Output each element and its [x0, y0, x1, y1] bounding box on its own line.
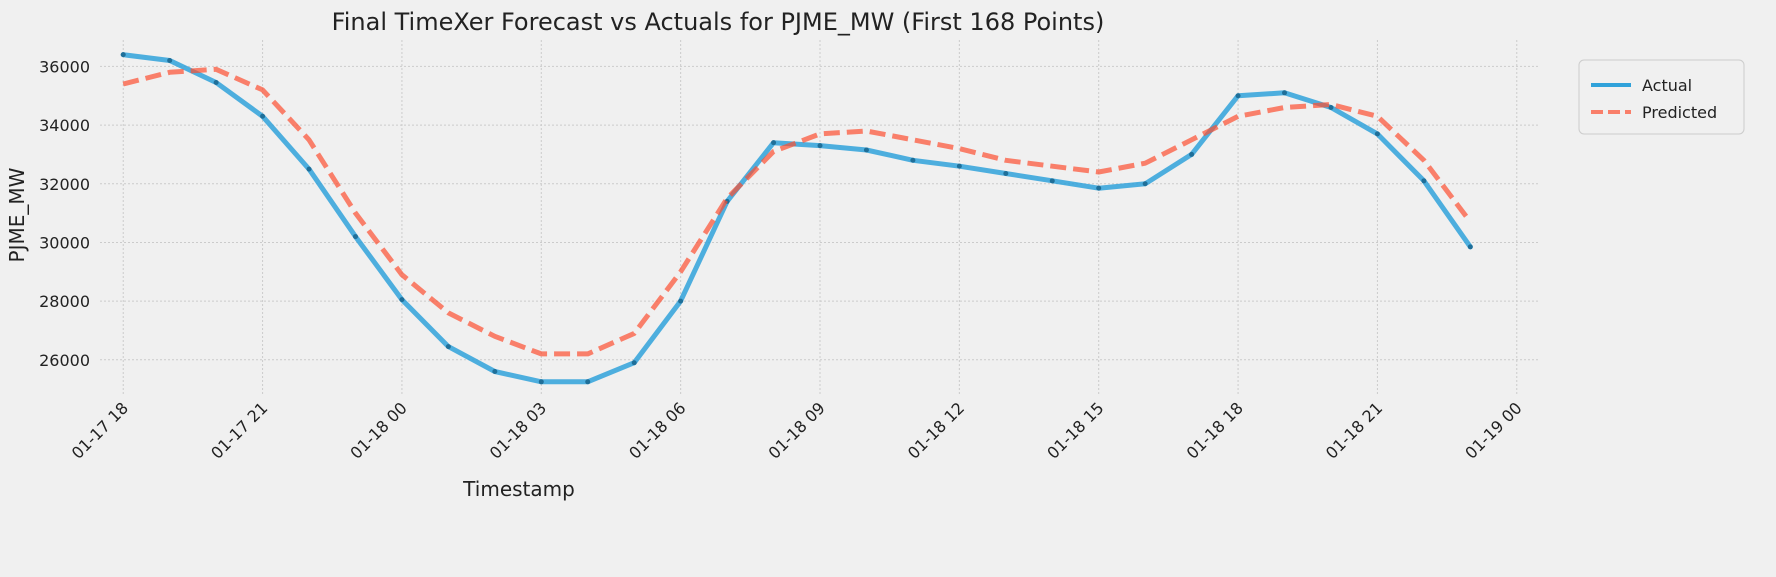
- actual-point: [538, 379, 544, 385]
- y-tick-label: 32000: [39, 175, 90, 194]
- y-tick-label: 26000: [39, 351, 90, 370]
- actual-point: [817, 143, 823, 149]
- grid-lines: [100, 40, 1540, 395]
- series-line-predicted: [122, 66, 1473, 357]
- actual-point: [1049, 178, 1055, 184]
- x-axis-label: Timestamp: [462, 477, 575, 501]
- y-axis-label: PJME_MW: [5, 167, 29, 262]
- actual-point: [306, 166, 312, 172]
- actual-point: [863, 147, 869, 153]
- actual-point: [167, 58, 173, 64]
- y-tick-label: 34000: [39, 116, 90, 135]
- actual-point: [1142, 181, 1148, 187]
- y-tick-label: 36000: [39, 57, 90, 76]
- actual-point: [352, 234, 358, 240]
- actual-point: [1235, 93, 1241, 99]
- actual-point: [771, 140, 777, 146]
- actual-point: [1421, 178, 1427, 184]
- series-line-actual: [120, 52, 1473, 385]
- legend-box: [1578, 59, 1745, 135]
- actual-point: [1189, 151, 1195, 157]
- actual-point: [631, 360, 637, 366]
- legend: Actual Predicted: [1578, 59, 1745, 135]
- actual-point: [1374, 131, 1380, 137]
- y-tick-label: 28000: [39, 292, 90, 311]
- actual-point: [492, 369, 498, 375]
- actual-point: [678, 298, 684, 304]
- actual-point: [1003, 170, 1009, 176]
- actual-point: [956, 163, 962, 169]
- series-layer: [120, 52, 1473, 385]
- legend-predicted-label: Predicted: [1642, 103, 1717, 122]
- actual-point: [1328, 104, 1334, 110]
- actual-point: [445, 344, 451, 350]
- y-tick-label: 30000: [39, 233, 90, 252]
- legend-actual-label: Actual: [1642, 76, 1692, 95]
- actual-point: [399, 297, 405, 303]
- actual-point: [585, 379, 591, 385]
- actual-point: [213, 80, 219, 86]
- actual-point: [910, 157, 916, 163]
- actual-point: [1467, 244, 1473, 250]
- chart-title: Final TimeXer Forecast vs Actuals for PJ…: [332, 8, 1105, 36]
- actual-point: [120, 52, 126, 58]
- y-tick-labels: 26000 28000 30000 32000 34000 36000: [39, 57, 90, 369]
- actual-point: [260, 113, 266, 119]
- actual-point: [1096, 185, 1102, 191]
- actual-point: [1282, 90, 1288, 96]
